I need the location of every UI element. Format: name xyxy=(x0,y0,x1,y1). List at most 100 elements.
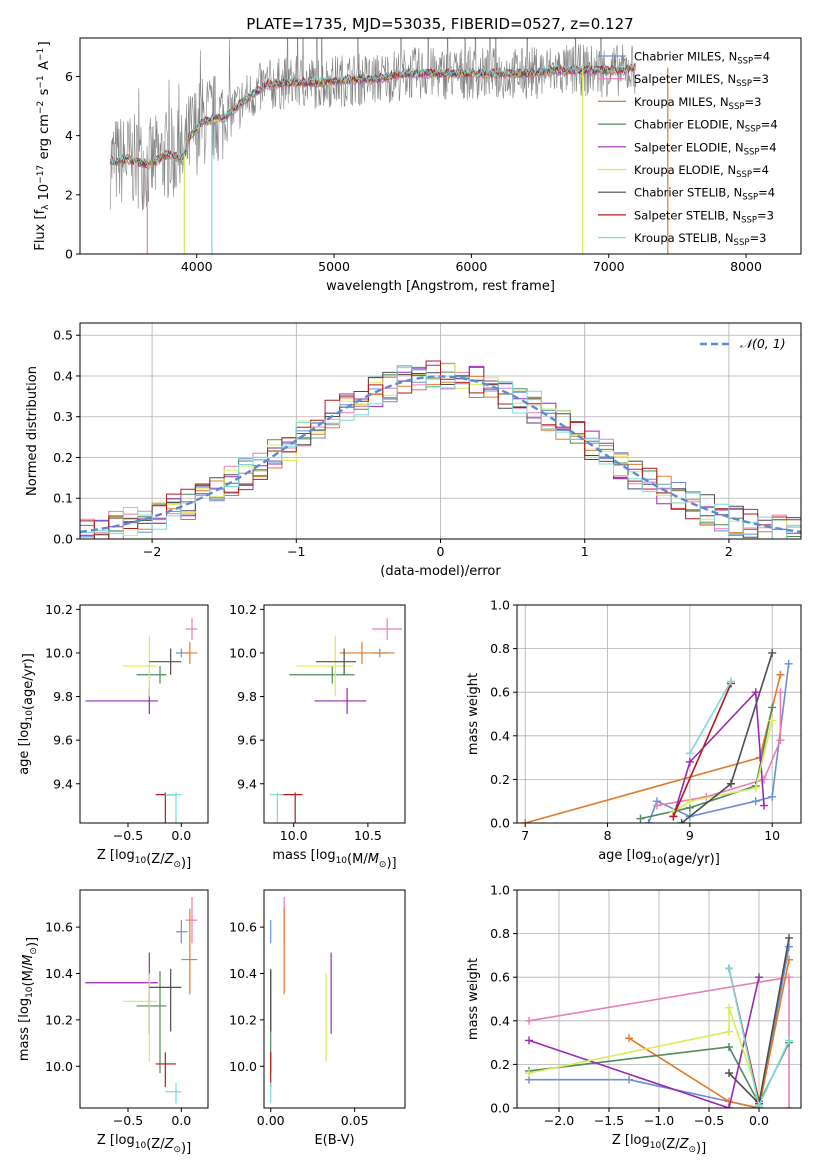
legend-label: Chabrier STELIB, NSSP=4 xyxy=(634,186,775,203)
x-axis-label: Z [log10(Z/Z⊙)] xyxy=(97,848,191,871)
x-tick-label: −1.0 xyxy=(644,1113,674,1128)
plot-area xyxy=(269,618,403,823)
weight-point xyxy=(725,1027,733,1036)
axes-frame xyxy=(79,37,802,255)
axes-frame xyxy=(79,889,209,1109)
plot-area xyxy=(521,648,793,823)
x-tick-label: 10 xyxy=(764,828,780,843)
y-tick-label: 0.6 xyxy=(490,685,510,700)
y-tick-label: 0 xyxy=(65,247,73,262)
y-tick-label: 0.0 xyxy=(53,532,73,547)
y-tick-label: 9.8 xyxy=(237,689,257,704)
panel-weight-vs-age: 7 8 9 10 0.0 0.2 0.4 0.6 0.8 1.0 age [log10(age/yr… xyxy=(466,598,802,867)
x-tick-label: 0.00 xyxy=(257,1113,285,1128)
weight-point xyxy=(685,757,694,766)
x-tick-label: 0.05 xyxy=(341,1113,369,1128)
weight-point xyxy=(785,1036,793,1045)
weight-point xyxy=(727,779,736,788)
y-tick-label: 10.2 xyxy=(229,1012,257,1027)
plot-area xyxy=(80,360,801,539)
y-tick-label: 0.4 xyxy=(490,728,510,743)
y-tick-label: 10.0 xyxy=(45,645,73,660)
y-tick-label: 10.4 xyxy=(229,966,257,981)
y-tick-label: 1.0 xyxy=(490,883,510,898)
weight-point xyxy=(751,688,760,697)
figure-title: PLATE=1735, MJD=53035, FIBERID=0527, z=0… xyxy=(246,15,633,33)
weight-line xyxy=(672,683,732,817)
y-tick-label: 0.2 xyxy=(53,450,73,465)
x-tick-label: 8000 xyxy=(730,259,762,274)
legend-label: Salpeter STELIB, NSSP=3 xyxy=(634,208,774,225)
plot-area xyxy=(85,896,198,1104)
weight-point xyxy=(725,1069,733,1078)
weight-point xyxy=(785,955,793,964)
x-tick-label: 10.5 xyxy=(354,828,382,843)
y-tick-label: 10.2 xyxy=(229,602,257,617)
weight-point xyxy=(755,973,763,982)
plot-area xyxy=(109,38,669,254)
model-spectrum xyxy=(109,63,636,169)
panel-mass-vs-ebv: 0.00 0.05 10.0 10.2 10.4 10.6 E(B-V) xyxy=(229,889,406,1148)
weight-point xyxy=(785,942,793,951)
x-tick-label: −0.5 xyxy=(113,828,143,843)
x-tick-label: 6000 xyxy=(455,259,487,274)
y-tick-label: 0.4 xyxy=(53,368,73,383)
x-tick-label: −1 xyxy=(287,544,305,559)
weight-line xyxy=(528,977,760,1108)
y-tick-label: 0.8 xyxy=(490,641,510,656)
x-axis-label: Z [log10(Z/Z⊙)] xyxy=(97,1133,191,1156)
weight-point xyxy=(768,703,777,712)
x-tick-label: −1.5 xyxy=(594,1113,624,1128)
x-tick-label: 7000 xyxy=(593,259,625,274)
x-tick-label: −2 xyxy=(143,544,161,559)
panel-mass-vs-Z: −0.5 0.0 10.0 10.2 10.4 10.6 Z [log10(Z/Z⊙)] ma… xyxy=(17,889,209,1156)
weight-point xyxy=(625,1075,633,1084)
weight-line xyxy=(672,720,773,813)
weight-point xyxy=(751,784,760,793)
weight-point xyxy=(785,933,793,942)
panel-spectrum: 4000 5000 6000 7000 8000 0 2 4 6 wavelength [Angs… xyxy=(33,37,802,294)
x-tick-label: −0.5 xyxy=(694,1113,724,1128)
y-tick-label: 0.4 xyxy=(490,1013,510,1028)
y-axis-label: mass weight xyxy=(466,958,481,1040)
axes-frame xyxy=(79,604,209,824)
y-axis-label: age [log10(age/yr)] xyxy=(17,653,36,775)
x-tick-label: −0.5 xyxy=(113,1113,143,1128)
residual-histogram xyxy=(80,360,801,539)
y-axis-label: Normed distribution xyxy=(25,366,40,496)
weight-point xyxy=(625,1034,633,1043)
weight-point xyxy=(636,814,645,823)
weight-point xyxy=(669,812,678,821)
weight-point xyxy=(525,1016,533,1025)
plot-area xyxy=(270,896,332,1104)
y-tick-label: 10.2 xyxy=(45,1012,73,1027)
plot-area xyxy=(525,933,793,1108)
x-tick-label: 4000 xyxy=(181,259,213,274)
y-tick-label: 2 xyxy=(65,187,73,202)
axes-frame xyxy=(263,604,406,824)
x-axis-label: Z [log10(Z/Z⊙)] xyxy=(612,1133,706,1156)
x-tick-label: 9 xyxy=(686,828,694,843)
y-axis-label: mass weight xyxy=(466,673,481,755)
weight-point xyxy=(725,1003,733,1012)
y-tick-label: 9.4 xyxy=(53,776,73,791)
x-tick-label: −2.0 xyxy=(544,1113,574,1128)
weight-point xyxy=(685,749,694,758)
y-tick-label: 0.8 xyxy=(490,926,510,941)
weight-point xyxy=(768,648,777,657)
weight-line xyxy=(628,959,790,1108)
y-tick-label: 9.4 xyxy=(237,776,257,791)
y-tick-label: 10.4 xyxy=(45,966,73,981)
weight-point xyxy=(785,973,793,982)
weight-line xyxy=(647,663,790,823)
model-spectrum xyxy=(109,62,636,168)
panels: 4000 5000 6000 7000 8000 0 2 4 6 wavelength [Angs… xyxy=(17,37,802,1156)
x-tick-label: 2 xyxy=(725,544,733,559)
legend-label: Chabrier MILES, NSSP=4 xyxy=(634,50,770,67)
weight-line xyxy=(672,690,765,817)
x-axis-label: E(B-V) xyxy=(314,1133,354,1148)
x-axis-label: (data-model)/error xyxy=(380,564,501,579)
x-tick-label: 8 xyxy=(604,828,612,843)
legend-label: Kroupa MILES, NSSP=3 xyxy=(634,95,761,112)
